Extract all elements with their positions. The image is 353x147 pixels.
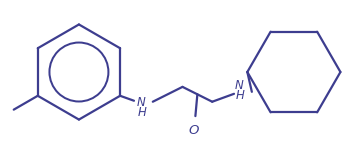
Text: O: O	[188, 124, 199, 137]
Text: H: H	[138, 106, 147, 119]
Text: H: H	[236, 89, 245, 102]
Text: N: N	[137, 96, 146, 109]
Text: N: N	[235, 79, 244, 92]
